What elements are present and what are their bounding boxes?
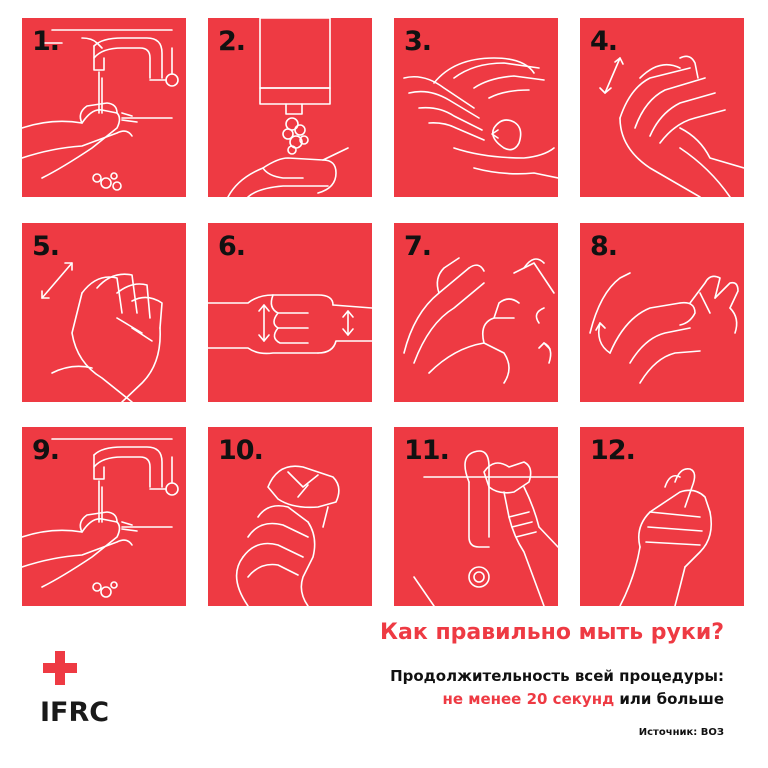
step-tile-7: 7. xyxy=(394,223,558,402)
ifrc-logo: IFRC xyxy=(40,641,140,731)
step-number: 7. xyxy=(404,231,432,262)
step-number: 1. xyxy=(32,26,60,57)
dry-with-towel-icon xyxy=(235,465,340,606)
interlocked-fingers-icon xyxy=(208,294,372,355)
duration-value: не менее 20 секунд или больше xyxy=(442,690,724,708)
red-crescent-emblem xyxy=(99,651,116,685)
step-number: 4. xyxy=(590,26,618,57)
page-title: Как правильно мыть руки? xyxy=(380,620,724,645)
soap-dispenser-icon xyxy=(227,18,349,197)
step-number: 12. xyxy=(590,435,636,466)
step-tile-3: 3. xyxy=(394,18,558,197)
step-tile-4: 4. xyxy=(580,18,744,197)
rub-palms-icon xyxy=(403,57,558,179)
step-tile-5: 5. xyxy=(22,223,186,402)
step-tile-1: 1. xyxy=(22,18,186,197)
fingertips-in-palm-icon xyxy=(589,272,739,384)
rinse-hands-icon xyxy=(22,438,179,598)
step-number: 11. xyxy=(404,435,450,466)
step-number: 2. xyxy=(218,26,246,57)
interlaced-fingers-icon xyxy=(41,262,163,402)
clean-hand-heart-icon xyxy=(619,467,713,606)
step-tile-2: 2. xyxy=(208,18,372,197)
step-tile-10: 10. xyxy=(208,427,372,606)
step-tile-9: 9. xyxy=(22,427,186,606)
step-number: 8. xyxy=(590,231,618,262)
step-number: 5. xyxy=(32,231,60,262)
duration-highlight: не менее 20 секунд xyxy=(442,690,615,708)
step-tile-8: 8. xyxy=(580,223,744,402)
rotational-thumb-rub-icon xyxy=(403,257,555,384)
step-number: 6. xyxy=(218,231,246,262)
step-number: 9. xyxy=(32,435,60,466)
step-tile-11: 11. xyxy=(394,427,558,606)
step-number: 10. xyxy=(218,435,264,466)
wet-hands-under-tap-icon xyxy=(22,29,179,191)
duration-rest: или больше xyxy=(614,690,724,708)
steps-grid: 1. 2. 3. xyxy=(22,18,746,606)
back-of-hands-icon xyxy=(599,55,744,197)
step-tile-6: 6. xyxy=(208,223,372,402)
step-number: 3. xyxy=(404,26,432,57)
source-note: Источник: ВОЗ xyxy=(638,727,724,738)
turn-off-tap-with-towel-icon xyxy=(413,450,558,606)
duration-label: Продолжительность всей процедуры: xyxy=(390,667,724,685)
step-tile-12: 12. xyxy=(580,427,744,606)
ifrc-wordmark: IFRC xyxy=(40,697,110,728)
